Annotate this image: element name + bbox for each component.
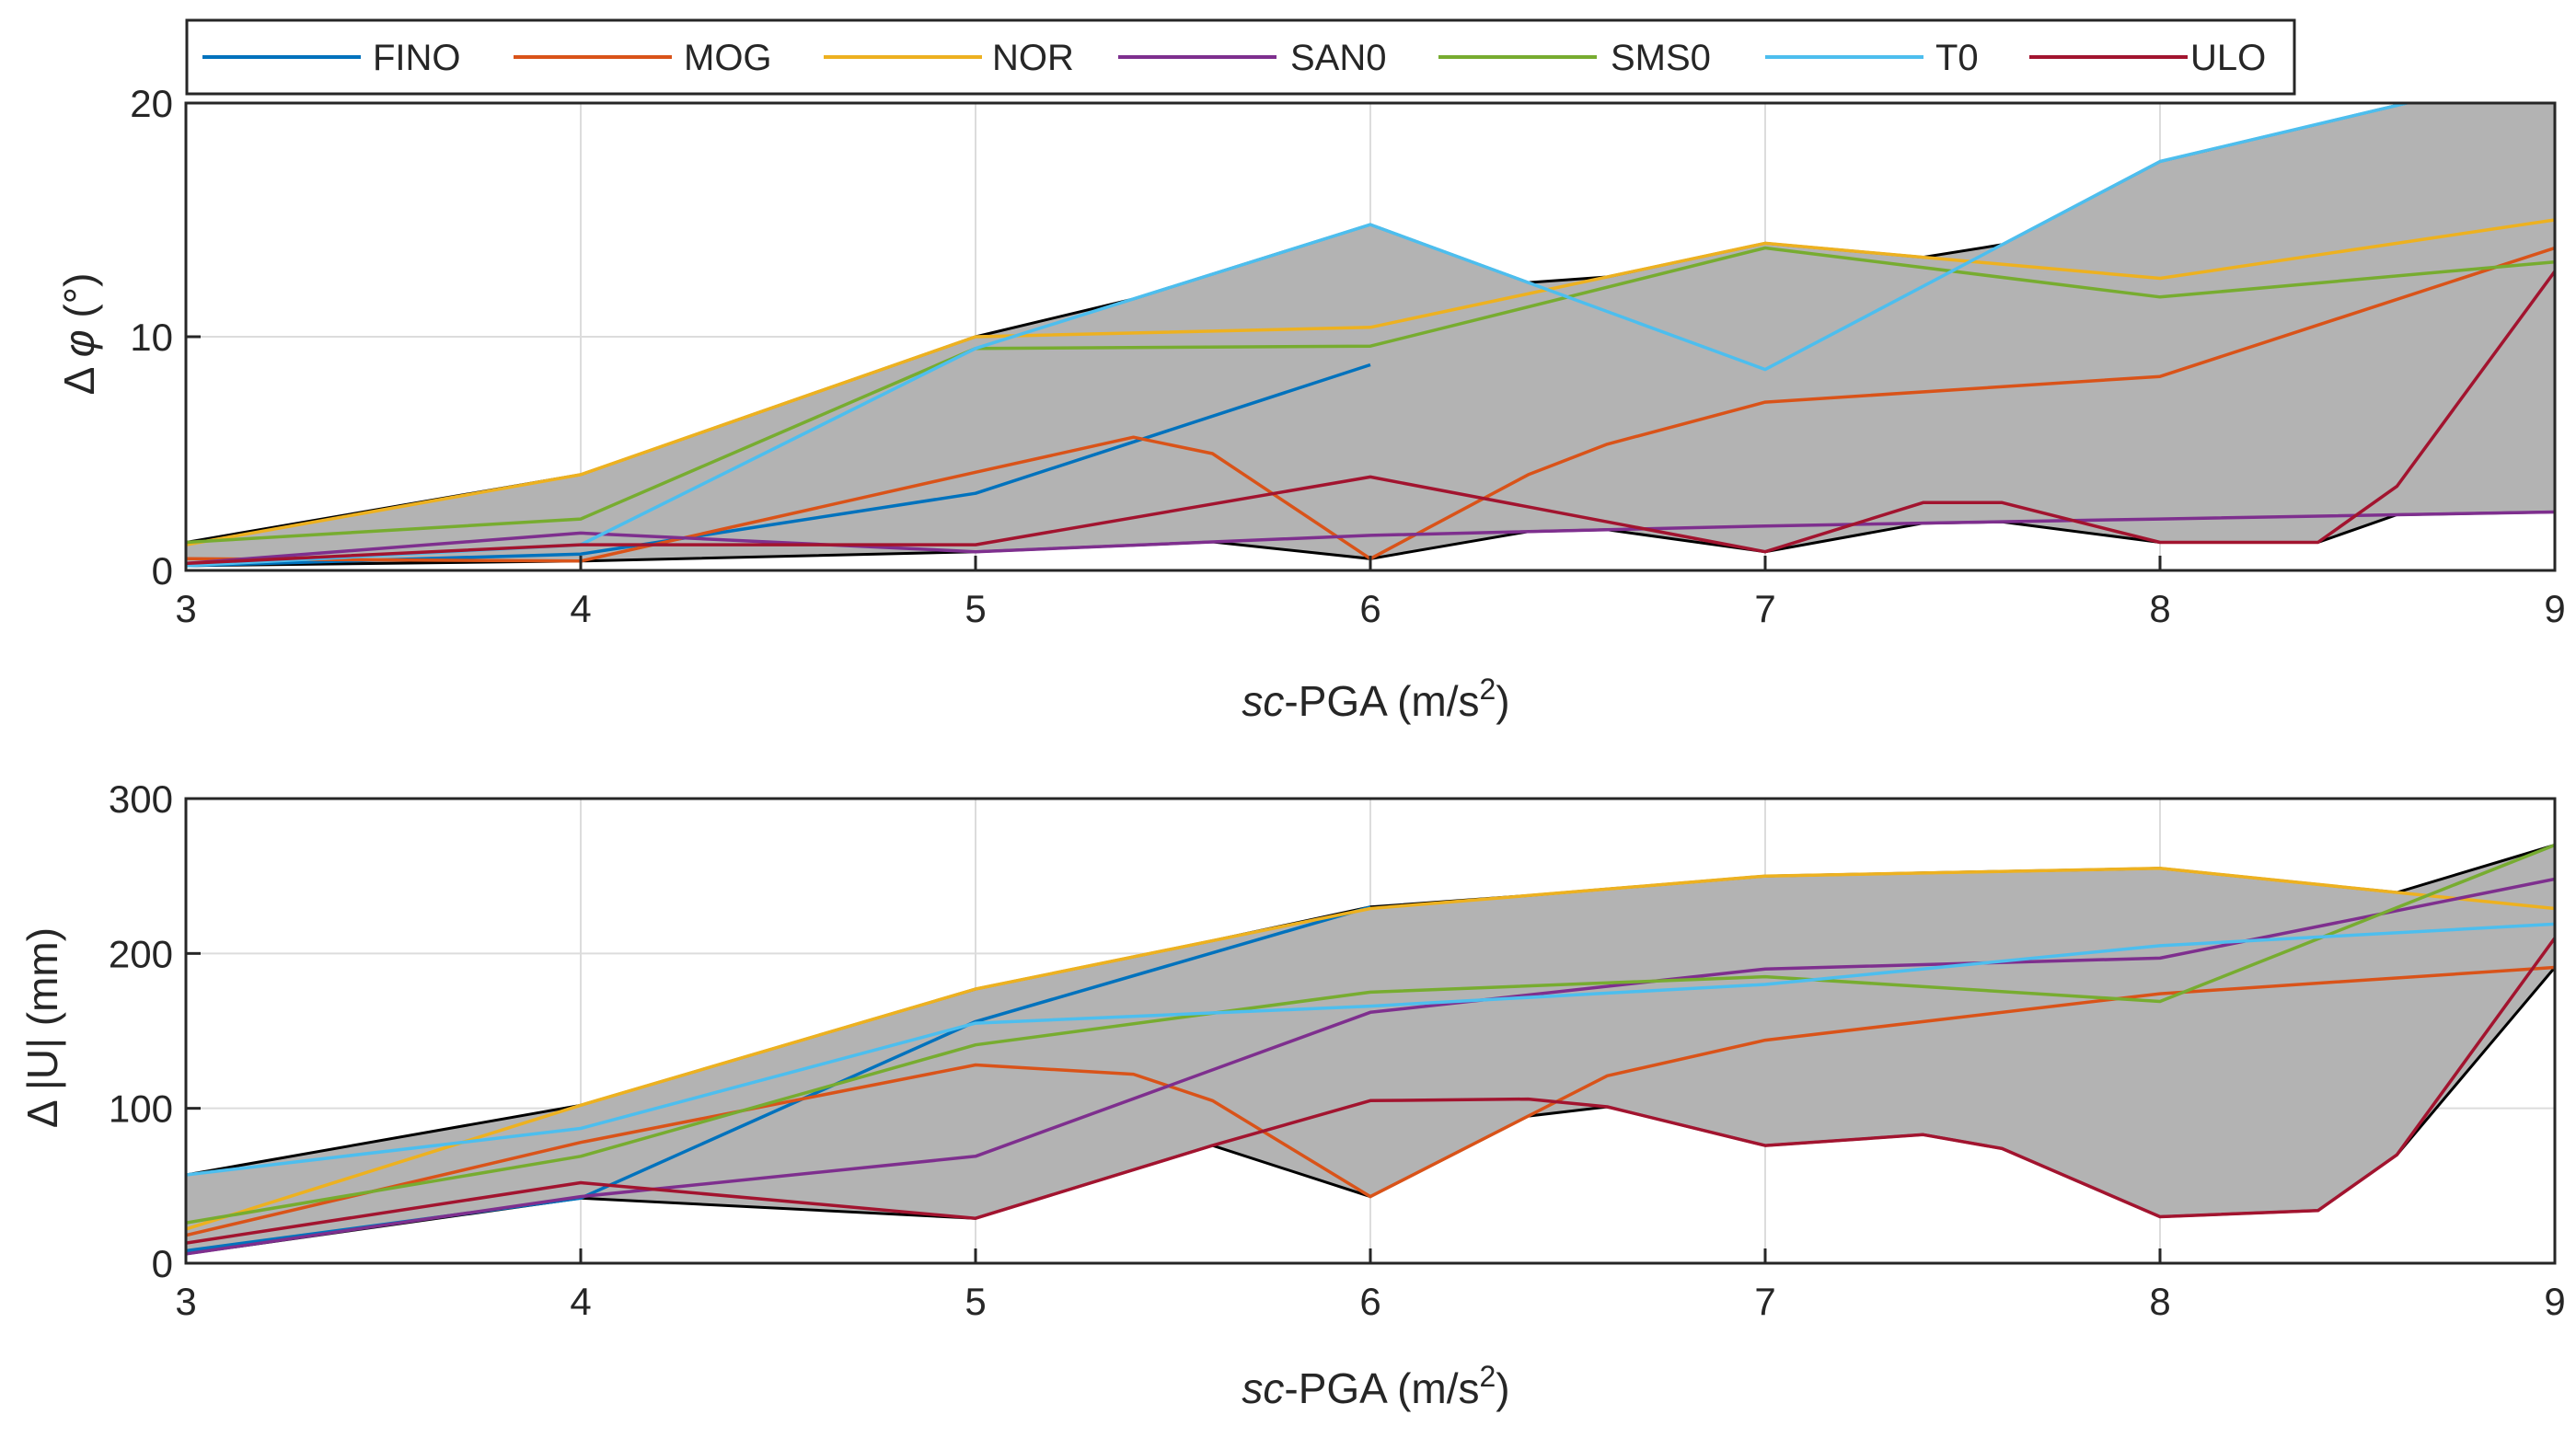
legend-label-san0: SAN0 — [1290, 38, 1387, 78]
series-line-sms0 — [186, 843, 2555, 1225]
legend-label-mog: MOG — [684, 38, 772, 78]
legend-label-sms0: SMS0 — [1611, 38, 1711, 78]
x-tick-label-4: 4 — [570, 1280, 591, 1323]
x-axis-label: sc-PGA (m/s2) — [1242, 673, 1509, 725]
x-axis-label: sc-PGA (m/s2) — [1242, 1360, 1509, 1412]
x-tick-label-9: 9 — [2544, 587, 2565, 630]
legend-entry-nor[interactable]: NOR — [824, 38, 1074, 78]
x-tick-label-3: 3 — [175, 587, 196, 630]
series-line-mog — [186, 965, 2555, 1237]
legend-label-ulo: ULO — [2190, 38, 2266, 78]
legend-entry-t0[interactable]: T0 — [1765, 38, 1979, 78]
series-line-san0 — [186, 510, 2555, 566]
x-tick-label-6: 6 — [1359, 1280, 1380, 1323]
legend-entry-sms0[interactable]: SMS0 — [1438, 38, 1711, 78]
series-lines — [186, 843, 2555, 1256]
x-tick-label-7: 7 — [1754, 1280, 1775, 1323]
y-tick-label-20: 20 — [130, 82, 173, 125]
x-tick-label-8: 8 — [2149, 1280, 2170, 1323]
x-tick-label-4: 4 — [570, 587, 591, 630]
x-tick-label-8: 8 — [2149, 587, 2170, 630]
x-tick-label-6: 6 — [1359, 587, 1380, 630]
legend-label-fino: FINO — [373, 38, 461, 78]
series-line-t0 — [186, 922, 2555, 1177]
series-line-ulo — [186, 270, 2555, 566]
legend-label-t0: T0 — [1935, 38, 1979, 78]
series-line-ulo — [186, 937, 2555, 1245]
x-axis-ticks: 3 4 5 6 7 8 9 — [175, 556, 2566, 630]
displacement-difference-chart: 3 4 5 6 7 8 9 0 100 200 300 sc-PGA (m/s2) Δ |U| (… — [18, 777, 2566, 1412]
x-tick-label-5: 5 — [965, 587, 986, 630]
y-axis-ticks: 0 10 20 — [130, 82, 201, 592]
phase-difference-chart: 3 4 5 6 7 8 9 0 10 20 sc-PGA (m/s2) Δ φ (°) — [55, 82, 2566, 725]
legend-label-nor: NOR — [992, 38, 1074, 78]
legend-entry-fino[interactable]: FINO — [202, 38, 461, 78]
y-tick-label-10: 10 — [130, 316, 173, 359]
x-tick-label-7: 7 — [1754, 587, 1775, 630]
y-axis-label: Δ φ (°) — [55, 273, 103, 396]
legend-entry-ulo[interactable]: ULO — [2029, 38, 2266, 78]
y-tick-label-0: 0 — [152, 549, 173, 592]
y-tick-label-200: 200 — [109, 932, 173, 975]
y-axis-ticks: 0 100 200 300 — [109, 777, 201, 1285]
series-lines — [186, 103, 2555, 568]
legend: FINO MOG NOR SAN0 SMS0 T0 ULO — [185, 18, 2296, 96]
legend-entry-san0[interactable]: SAN0 — [1118, 38, 1387, 78]
y-tick-label-0: 0 — [152, 1242, 173, 1285]
x-tick-label-3: 3 — [175, 1280, 196, 1323]
legend-entry-mog[interactable]: MOG — [514, 38, 772, 78]
x-tick-label-5: 5 — [965, 1280, 986, 1323]
series-line-nor — [186, 218, 2555, 546]
y-tick-label-100: 100 — [109, 1087, 173, 1131]
x-tick-label-9: 9 — [2544, 1280, 2565, 1323]
x-axis-ticks: 3 4 5 6 7 8 9 — [175, 1248, 2566, 1323]
series-line-nor — [186, 867, 2555, 1231]
y-tick-label-300: 300 — [109, 777, 173, 821]
series-line-san0 — [186, 877, 2555, 1256]
series-line-sms0 — [186, 246, 2555, 545]
y-axis-label: Δ |U| (mm) — [18, 927, 66, 1128]
